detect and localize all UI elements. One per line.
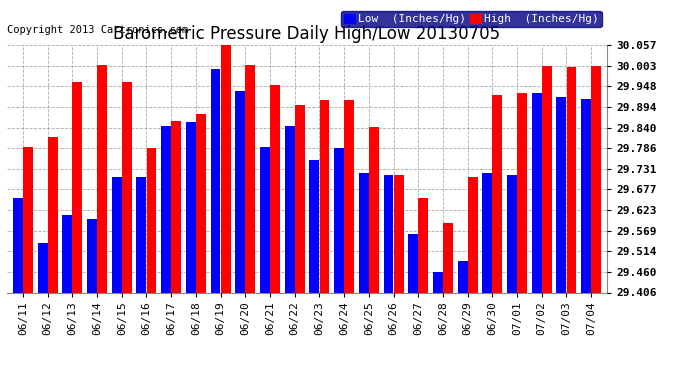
Title: Barometric Pressure Daily High/Low 20130705: Barometric Pressure Daily High/Low 20130… [113,26,501,44]
Bar [235,92,245,292]
Text: Copyright 2013 Cartronics.com: Copyright 2013 Cartronics.com [7,25,188,35]
Bar [418,198,428,292]
Bar [344,100,354,292]
Bar [457,261,468,292]
Bar [137,177,146,292]
Bar [482,173,492,292]
Bar [221,45,230,292]
Bar [393,175,404,292]
Bar [556,97,566,292]
Bar [171,121,181,292]
Bar [210,69,221,292]
Bar [246,65,255,292]
Bar [112,177,121,292]
Legend: Low  (Inches/Hg), High  (Inches/Hg): Low (Inches/Hg), High (Inches/Hg) [341,11,602,27]
Bar [23,147,33,292]
Bar [359,173,368,292]
Bar [97,65,107,292]
Bar [13,198,23,292]
Bar [295,105,305,292]
Bar [518,93,527,292]
Bar [384,175,393,292]
Bar [532,93,542,292]
Bar [581,99,591,292]
Bar [468,177,477,292]
Bar [507,175,517,292]
Bar [433,272,443,292]
Bar [591,66,601,292]
Bar [161,126,171,292]
Bar [260,147,270,292]
Bar [566,68,576,292]
Bar [309,160,319,292]
Bar [334,148,344,292]
Bar [270,85,280,292]
Bar [542,66,552,292]
Bar [62,215,72,292]
Bar [319,100,329,292]
Bar [146,148,157,292]
Bar [196,114,206,292]
Bar [369,128,379,292]
Bar [48,137,58,292]
Bar [72,82,82,292]
Bar [285,126,295,292]
Bar [493,95,502,292]
Bar [87,219,97,292]
Bar [122,82,132,292]
Bar [186,122,196,292]
Bar [38,243,48,292]
Bar [443,222,453,292]
Bar [408,234,418,292]
